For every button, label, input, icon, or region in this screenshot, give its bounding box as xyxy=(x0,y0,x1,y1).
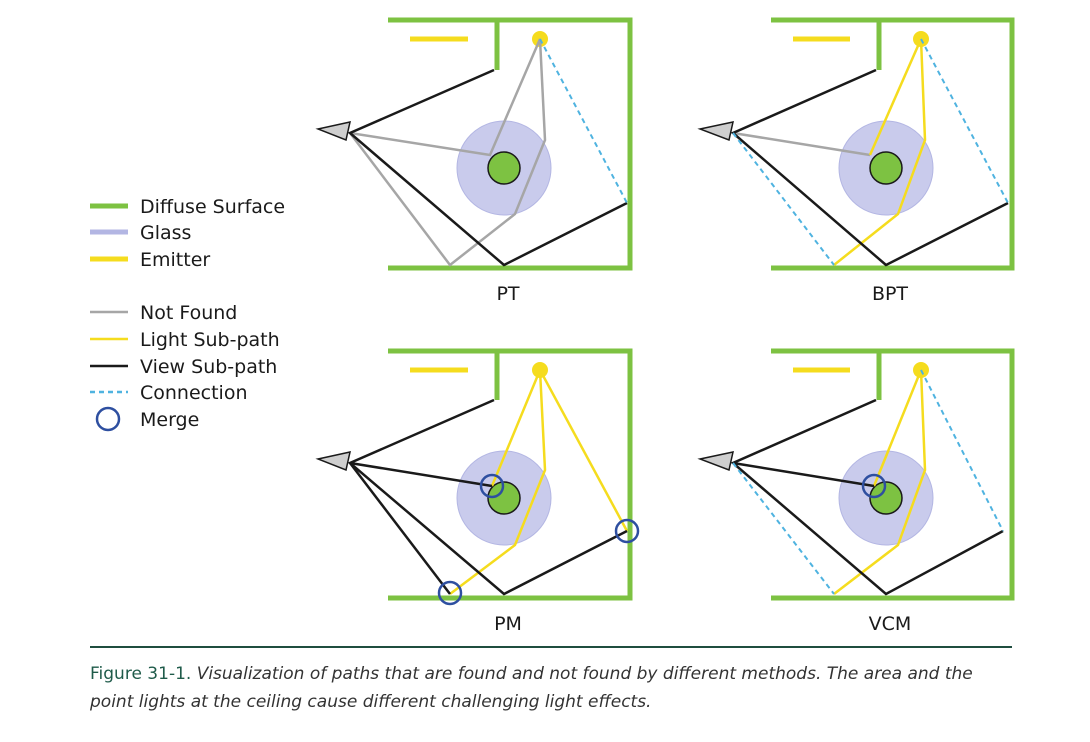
caption-divider xyxy=(90,646,1012,648)
diffuse-sphere xyxy=(869,151,903,185)
figure-number: Figure 31-1. xyxy=(90,664,192,684)
light-subpath xyxy=(490,369,542,487)
room-walls xyxy=(388,17,633,271)
panel-vcm: VCM xyxy=(697,348,1015,635)
view-subpath xyxy=(349,462,451,595)
view-subpath xyxy=(730,398,1004,596)
legend-label-view-subpath: View Sub-path xyxy=(140,356,277,378)
light-subpath xyxy=(538,369,629,532)
merge-circle xyxy=(437,580,463,606)
camera-icon xyxy=(697,121,734,142)
panel-bpt: BPT xyxy=(697,17,1015,305)
legend-label-diffuse: Diffuse Surface xyxy=(140,196,285,218)
connection-path xyxy=(920,369,1004,532)
room-walls xyxy=(771,348,1015,601)
view-subpath xyxy=(730,68,1009,267)
view-subpath xyxy=(347,68,628,267)
legend-label-not-found: Not Found xyxy=(140,302,237,324)
diffuse-sphere xyxy=(487,151,521,185)
figure-caption: Figure 31-1. Visualization of paths that… xyxy=(90,660,1010,716)
connection-path xyxy=(539,38,628,204)
connection-path xyxy=(920,38,1009,204)
merge-circle xyxy=(861,473,887,499)
connection-path xyxy=(732,462,835,595)
not-found-path xyxy=(349,38,547,267)
not-found-path xyxy=(732,131,871,157)
legend-label-merge: Merge xyxy=(140,409,199,431)
panel-pt: PT xyxy=(315,17,633,305)
light-subpath xyxy=(868,38,923,156)
camera-icon xyxy=(697,451,734,472)
legend-label-glass: Glass xyxy=(140,222,191,244)
legend-label-emitter: Emitter xyxy=(140,249,210,271)
panel-label-vcm: VCM xyxy=(869,613,912,635)
panel-pm: PM xyxy=(315,348,640,635)
light-subpath xyxy=(833,38,927,266)
light-subpath xyxy=(449,369,547,595)
light-subpath xyxy=(833,369,927,595)
room-walls xyxy=(771,17,1015,271)
legend: Diffuse Surface Glass Emitter Not Found … xyxy=(90,196,285,432)
view-subpath xyxy=(347,398,628,596)
panel-label-pt: PT xyxy=(496,283,519,305)
diffuse-sphere xyxy=(869,481,903,515)
room-walls xyxy=(388,348,633,601)
view-subpath xyxy=(349,461,493,488)
diffuse-sphere xyxy=(487,481,521,515)
merge-circle xyxy=(479,473,505,499)
legend-label-light-subpath: Light Sub-path xyxy=(140,329,280,351)
connection-path xyxy=(732,132,835,266)
figure-caption-text: Visualization of paths that are found an… xyxy=(90,664,973,712)
light-subpath xyxy=(872,369,923,487)
panel-label-pm: PM xyxy=(494,613,522,635)
camera-icon xyxy=(315,121,351,142)
legend-swatch-merge xyxy=(95,406,121,432)
panel-label-bpt: BPT xyxy=(872,283,908,305)
view-subpath xyxy=(732,461,875,488)
camera-icon xyxy=(315,451,351,472)
merge-circle xyxy=(614,518,640,544)
legend-label-connection: Connection xyxy=(140,382,248,404)
